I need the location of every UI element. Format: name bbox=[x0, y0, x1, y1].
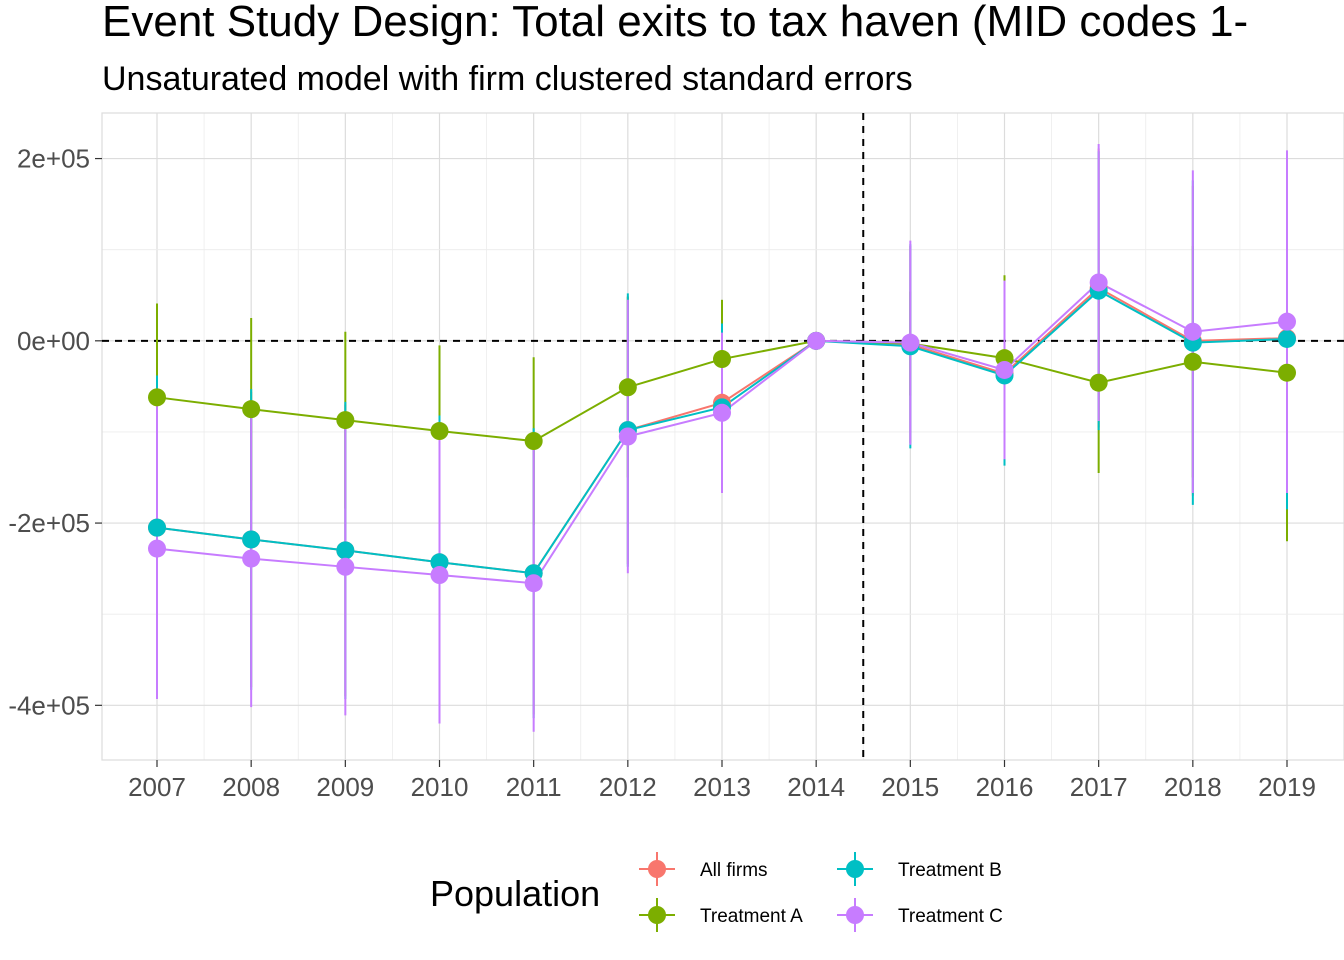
legend: Population All firms Treatment A Treatme… bbox=[430, 852, 1003, 932]
data-point-treatment-a bbox=[618, 378, 637, 397]
chart-title: Event Study Design: Total exits to tax h… bbox=[102, 0, 1248, 46]
data-point-treatment-a bbox=[148, 388, 166, 407]
x-tick-label: 2010 bbox=[411, 772, 469, 802]
x-tick-label: 2014 bbox=[787, 772, 845, 802]
data-point-treatment-a bbox=[524, 432, 543, 451]
data-point-treatment-c bbox=[336, 557, 355, 576]
data-point-treatment-c bbox=[807, 331, 826, 350]
x-tick-label: 2016 bbox=[976, 772, 1034, 802]
data-point-treatment-a bbox=[713, 350, 731, 369]
legend-keys bbox=[639, 852, 873, 932]
data-point-treatment-c bbox=[995, 360, 1014, 379]
y-tick-label: -4e+05 bbox=[8, 690, 90, 720]
data-point-treatment-a bbox=[336, 411, 355, 430]
data-point-treatment-b bbox=[148, 518, 166, 537]
y-tick-label: 2e+05 bbox=[17, 144, 90, 174]
data-point-treatment-c bbox=[618, 427, 637, 446]
series-points bbox=[148, 273, 1296, 593]
data-point-treatment-a bbox=[430, 422, 449, 441]
data-point-treatment-b bbox=[336, 541, 355, 560]
legend-key-point-all-firms bbox=[648, 860, 666, 878]
panel-border bbox=[101, 112, 1344, 761]
x-tick-label: 2008 bbox=[222, 772, 280, 802]
data-point-treatment-c bbox=[148, 539, 166, 558]
legend-title: Population bbox=[430, 873, 600, 914]
data-point-treatment-c bbox=[1278, 312, 1296, 331]
legend-label-treatment-c: Treatment C bbox=[898, 906, 1003, 927]
data-point-treatment-c bbox=[242, 549, 261, 568]
y-tick-label: -2e+05 bbox=[8, 508, 90, 538]
data-point-treatment-b bbox=[430, 553, 449, 572]
data-point-treatment-b bbox=[1278, 329, 1296, 348]
x-tick-label: 2012 bbox=[599, 772, 657, 802]
data-point-treatment-c bbox=[1089, 273, 1108, 292]
reference-lines bbox=[102, 113, 1344, 760]
legend-label-all-firms: All firms bbox=[700, 860, 768, 881]
data-point-treatment-c bbox=[713, 403, 731, 422]
x-tick-label: 2019 bbox=[1258, 772, 1316, 802]
legend-label-treatment-a: Treatment A bbox=[700, 906, 803, 927]
axes: 2007 2008 2009 2010 2011 2012 2013 2014 2015 2016… bbox=[8, 144, 1316, 802]
legend-key-point-treatment-b bbox=[846, 860, 864, 878]
x-tick-label: 2007 bbox=[128, 772, 186, 802]
x-tick-label: 2011 bbox=[506, 772, 562, 802]
data-point-treatment-a bbox=[1089, 373, 1108, 392]
x-tick-label: 2013 bbox=[693, 772, 751, 802]
chart-subtitle: Unsaturated model with firm clustered st… bbox=[102, 60, 913, 98]
data-point-treatment-a bbox=[1278, 363, 1296, 382]
legend-key-point-treatment-a bbox=[648, 906, 666, 924]
data-point-treatment-c bbox=[430, 566, 449, 585]
x-tick-label: 2009 bbox=[316, 772, 374, 802]
y-tick-label: 0e+00 bbox=[17, 326, 90, 356]
legend-key-point-treatment-c bbox=[846, 906, 864, 924]
data-point-treatment-c bbox=[1183, 322, 1202, 341]
data-point-treatment-a bbox=[1183, 352, 1202, 371]
data-point-treatment-a bbox=[242, 400, 261, 419]
data-point-treatment-c bbox=[901, 333, 920, 352]
x-tick-label: 2018 bbox=[1164, 772, 1222, 802]
x-tick-label: 2017 bbox=[1070, 772, 1128, 802]
data-point-treatment-c bbox=[524, 574, 543, 593]
data-point-treatment-b bbox=[242, 530, 261, 549]
x-tick-label: 2015 bbox=[881, 772, 939, 802]
legend-label-treatment-b: Treatment B bbox=[898, 860, 1002, 881]
